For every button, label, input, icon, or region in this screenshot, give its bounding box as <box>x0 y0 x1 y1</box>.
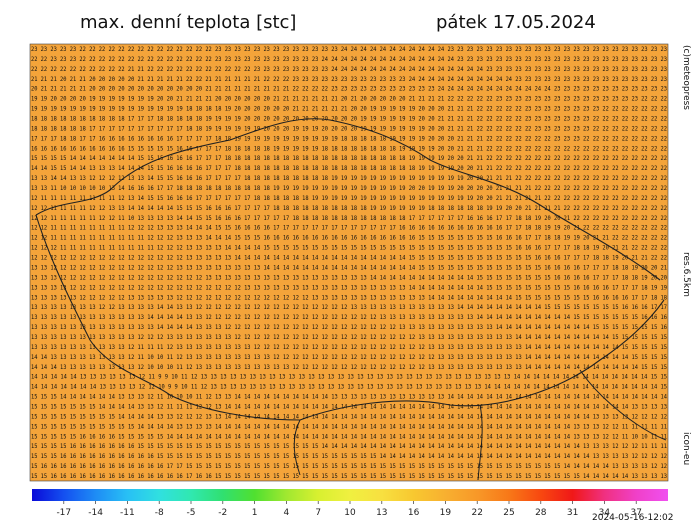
map-title: max. denní teplota [stc] <box>80 12 296 33</box>
value-row: 12 12 11 11 11 11 12 12 13 13 14 14 14 1… <box>31 204 667 212</box>
value-row: 13 13 11 10 10 10 10 10 13 14 16 16 16 1… <box>31 184 667 192</box>
colorbar-label: 37 <box>630 508 641 518</box>
colorbar-label: 28 <box>535 508 547 518</box>
colorbar-label: 25 <box>503 508 514 518</box>
value-row: 12 11 11 11 11 11 11 11 11 12 13 14 15 1… <box>31 194 667 202</box>
value-row: 14 14 14 14 14 13 13 13 13 13 13 12 11 9… <box>31 373 667 381</box>
colorbar: -17 -14 -11 -8 -5 -2 1 4 7 10 13 16 19 22 25 28 31 34 37 <box>32 489 668 518</box>
value-row: 14 14 13 13 13 13 13 13 13 13 12 11 10 1… <box>31 353 667 361</box>
colorbar-label: 31 <box>567 508 578 518</box>
colorbar-label: 1 <box>252 508 258 518</box>
value-row: 21 21 21 20 21 21 20 20 20 20 20 21 21 2… <box>31 75 667 83</box>
border-line <box>293 369 667 481</box>
value-row: 16 16 16 16 16 16 16 16 16 16 15 15 15 1… <box>31 144 667 152</box>
value-row: 19 19 20 20 20 20 19 19 19 19 19 19 19 2… <box>31 95 667 103</box>
value-row: 15 15 15 15 15 15 15 15 15 14 14 14 14 1… <box>31 412 667 420</box>
value-row: 14 14 15 15 14 14 13 13 13 14 14 14 15 1… <box>31 164 667 172</box>
value-row: 12 12 12 12 12 12 12 12 12 12 12 12 12 1… <box>31 254 667 262</box>
colorbar-label: 19 <box>440 508 452 518</box>
colorbar-label: -5 <box>187 508 196 518</box>
value-row: 12 12 12 11 11 11 11 11 11 11 11 11 11 1… <box>31 244 667 252</box>
colorbar-bar <box>32 489 668 501</box>
value-row: 13 13 13 13 13 13 13 13 13 13 13 12 12 1… <box>31 333 667 341</box>
value-row: 14 14 14 14 14 14 14 13 13 13 13 12 12 1… <box>31 383 667 391</box>
timestamp: 2024-05-16-12:02 <box>592 513 674 523</box>
value-row: 13 13 13 13 13 13 13 13 13 13 13 13 13 1… <box>31 323 667 331</box>
value-row: 12 12 11 11 11 11 11 12 12 11 10 13 13 1… <box>31 214 667 222</box>
map: 23 23 23 23 23 22 22 22 22 22 22 22 22 2… <box>29 43 669 482</box>
value-row: 15 15 15 14 14 14 14 14 14 13 13 13 12 1… <box>31 393 667 401</box>
colorbar-label: 7 <box>315 508 321 518</box>
value-row: 13 13 13 13 13 13 13 12 12 13 13 13 13 1… <box>31 303 667 311</box>
colorbar-label: -14 <box>88 508 103 518</box>
value-row: 12 12 11 11 11 11 11 11 11 11 11 11 12 1… <box>31 234 667 242</box>
value-row: 14 14 14 13 13 13 13 13 13 13 13 12 10 1… <box>31 363 667 371</box>
value-row: 15 15 16 16 16 16 16 16 16 16 16 16 16 1… <box>31 472 667 480</box>
colorbar-label: -8 <box>155 508 164 518</box>
value-row: 13 13 14 14 13 13 12 12 12 12 13 13 14 1… <box>31 174 667 182</box>
value-row: 13 13 12 12 12 12 12 12 12 12 12 12 12 1… <box>31 263 667 271</box>
value-row: 19 19 19 19 19 19 19 19 19 19 19 19 19 1… <box>31 105 667 113</box>
value-row: 13 13 13 13 12 12 12 12 12 12 12 12 12 1… <box>31 283 667 291</box>
colorbar-label: -2 <box>218 508 227 518</box>
value-row: 15 15 15 16 16 16 16 16 16 16 16 16 16 1… <box>31 452 667 460</box>
value-row: 22 22 23 23 23 22 22 22 22 22 22 22 22 2… <box>31 55 667 63</box>
value-row: 13 13 13 13 13 13 13 13 13 13 13 13 14 1… <box>31 313 667 321</box>
resolution: res.6.5km <box>681 252 691 297</box>
value-row: 20 21 21 21 21 21 20 20 20 20 20 20 20 2… <box>31 85 667 93</box>
colorbar-label: 4 <box>284 508 290 518</box>
value-row: 23 23 23 23 23 22 22 22 22 22 22 22 22 2… <box>31 45 667 53</box>
colorbar-label: 34 <box>599 508 611 518</box>
colorbar-label: 22 <box>471 508 482 518</box>
value-row: 15 16 16 16 16 16 16 16 16 16 16 16 16 1… <box>31 462 667 470</box>
value-row: 12 12 11 11 11 11 11 11 11 11 12 12 12 1… <box>31 224 667 232</box>
value-row: 13 13 13 12 12 12 12 12 12 12 12 12 12 1… <box>31 273 667 281</box>
value-row: 22 22 22 22 22 22 22 22 22 22 21 21 22 2… <box>31 65 667 73</box>
model: icon-eu <box>681 432 691 465</box>
colorbar-label: -17 <box>56 508 71 518</box>
value-row: 15 15 15 15 15 15 15 14 14 14 14 13 13 1… <box>31 403 667 411</box>
map-date: pátek 17.05.2024 <box>436 12 596 33</box>
value-row: 18 18 18 18 18 18 18 18 18 18 17 17 17 1… <box>31 114 667 122</box>
map-frame <box>29 43 669 482</box>
value-row: 13 13 13 13 13 13 13 13 13 13 12 11 11 1… <box>31 343 667 351</box>
value-row: 15 15 15 15 15 16 16 16 16 15 15 15 15 1… <box>31 432 667 440</box>
value-row: 13 13 13 13 13 12 12 12 12 12 13 13 13 1… <box>31 293 667 301</box>
colorbar-label: 10 <box>344 508 356 518</box>
colorbar-label: -11 <box>120 508 135 518</box>
map-background <box>30 44 668 481</box>
value-row: 15 15 15 15 16 16 16 16 16 16 16 15 15 1… <box>31 442 667 450</box>
colorbar-label: 13 <box>376 508 387 518</box>
value-row: 15 15 15 15 14 14 14 14 14 14 14 15 15 1… <box>31 154 667 162</box>
copyright: (c)meteopress <box>681 45 691 110</box>
value-row: 17 17 17 18 18 17 17 16 16 16 16 16 16 1… <box>31 134 667 142</box>
colorbar-label: 16 <box>408 508 420 518</box>
value-row: 15 15 15 15 15 15 15 15 15 15 15 14 14 1… <box>31 422 667 430</box>
value-row: 18 18 18 18 18 18 17 17 17 17 17 17 17 1… <box>31 124 667 132</box>
border-line <box>35 118 665 421</box>
